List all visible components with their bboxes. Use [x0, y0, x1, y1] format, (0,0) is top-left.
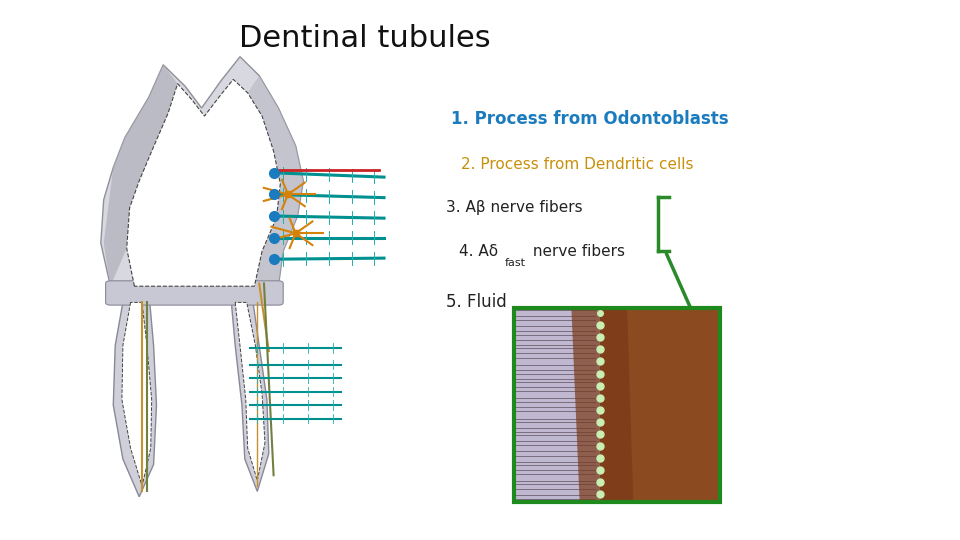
Polygon shape: [122, 302, 152, 486]
Polygon shape: [235, 302, 265, 481]
Polygon shape: [248, 76, 303, 286]
Polygon shape: [104, 65, 178, 286]
Polygon shape: [113, 292, 156, 497]
Text: 3. Aβ nerve fibers: 3. Aβ nerve fibers: [446, 200, 583, 215]
Text: fast: fast: [505, 258, 526, 268]
Text: 2. Process from Dendritic cells: 2. Process from Dendritic cells: [461, 157, 693, 172]
Polygon shape: [127, 79, 280, 286]
Bar: [600, 308, 720, 502]
Text: 5. Fluid: 5. Fluid: [446, 293, 507, 312]
Polygon shape: [571, 308, 634, 502]
Text: Dentinal tubules: Dentinal tubules: [239, 24, 491, 53]
Text: 4. Aδ: 4. Aδ: [459, 244, 498, 259]
FancyBboxPatch shape: [106, 281, 283, 305]
Bar: [514, 308, 600, 502]
Text: nerve fibers: nerve fibers: [528, 244, 625, 259]
Text: 1. Process from Odontoblasts: 1. Process from Odontoblasts: [451, 110, 729, 128]
Bar: [514, 308, 720, 502]
Polygon shape: [101, 57, 303, 286]
Polygon shape: [230, 292, 269, 491]
